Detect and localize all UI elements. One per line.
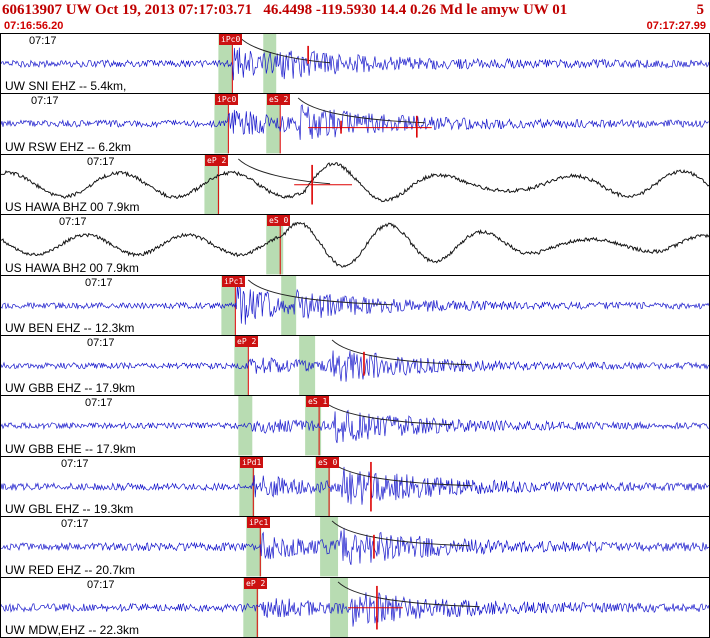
phase-window-band	[266, 215, 284, 275]
trace-time-label: 07:17	[31, 95, 59, 108]
seismogram-line	[1, 47, 709, 81]
phase-pick-label[interactable]: eS 1	[306, 396, 330, 408]
phase-pick-label[interactable]: eS 2	[267, 94, 291, 106]
trace-station-label: UW SNI EHZ -- 5.4km,	[5, 79, 127, 94]
seismogram-line	[1, 283, 709, 325]
waveform[interactable]	[1, 517, 709, 577]
window-start-time: 07:16:56.20	[4, 20, 64, 32]
phase-window-band	[299, 336, 316, 396]
phase-pick-label[interactable]: eP 2	[244, 577, 268, 589]
coda-decay-curve	[329, 460, 472, 487]
trace-row[interactable]: 07:17 UW GBL EHZ -- 19.3km iPd1 eS 0	[1, 455, 709, 517]
waveform[interactable]	[1, 456, 709, 517]
seismogram-line	[1, 528, 709, 566]
trace-station-label: UW GBL EHZ -- 19.3km	[5, 502, 134, 517]
trace-station-label: UW BEN EHZ -- 12.3km	[5, 321, 135, 336]
trace-row[interactable]: 07:17 UW BEN EHZ -- 12.3km iPc1	[1, 274, 709, 336]
waveform[interactable]	[1, 94, 709, 154]
phase-pick-label[interactable]: iPc1	[247, 517, 271, 529]
seismogram-line	[1, 350, 709, 382]
phase-pick-label[interactable]: eP 2	[205, 154, 229, 166]
waveform[interactable]	[1, 154, 709, 215]
trace-time-label: 07:17	[59, 216, 87, 229]
phase-pick-label[interactable]: iPd1	[240, 456, 264, 468]
waveform[interactable]	[1, 275, 709, 336]
event-header: 60613907 UW Oct 19, 2013 07:17:03.71 46.…	[0, 0, 710, 19]
phase-window-band	[263, 34, 277, 94]
coda-decay-curve	[297, 98, 425, 124]
trace-station-label: UW GBB EHZ -- 17.9km	[5, 381, 136, 396]
trace-row[interactable]: 07:17 US HAWA BH2 00 7.9km eS 0	[1, 214, 709, 275]
coda-decay-curve	[331, 339, 470, 366]
trace-row[interactable]: 07:17 UW MDW,EHZ -- 22.3km eP 2	[1, 576, 709, 638]
phase-pick-label[interactable]: iPc1	[222, 275, 246, 287]
phase-pick-label[interactable]: eS 0	[267, 215, 291, 227]
seismogram-line	[1, 466, 709, 505]
coda-decay-curve	[247, 279, 392, 305]
window-end-time: 07:17:27.99	[646, 20, 706, 32]
phase-pick-label[interactable]: iPc0	[219, 34, 243, 45]
trace-station-label: UW MDW,EHZ -- 22.3km	[5, 623, 139, 638]
phase-pick-label[interactable]: iPc0	[215, 94, 239, 106]
trace-time-label: 07:17	[87, 155, 115, 168]
trace-station-label: UW RSW EHZ -- 6.2km	[5, 139, 131, 154]
phase-window-band	[204, 154, 220, 215]
trace-time-label: 07:17	[87, 578, 115, 591]
trace-time-label: 07:17	[61, 518, 89, 531]
trace-station-label: UW GBB EHE -- 17.9km	[5, 441, 136, 456]
phase-window-band	[239, 456, 255, 517]
seismogram-line	[1, 222, 709, 268]
coda-decay-curve	[321, 400, 452, 426]
coda-decay-curve	[237, 158, 331, 185]
trace-row[interactable]: 07:17 UW GBB EHE -- 17.9km eS 1	[1, 395, 709, 456]
waveform[interactable]	[1, 34, 709, 94]
coda-decay-curve	[337, 581, 480, 607]
phase-window-band	[281, 275, 297, 336]
trace-station-label: US HAWA BHZ 00 7.9km	[5, 200, 140, 215]
seismogram-line	[1, 104, 709, 141]
phase-window-band	[330, 577, 349, 638]
trace-stack: 07:17 UW SNI EHZ -- 5.4km, iPc0 07:17 UW…	[0, 33, 710, 638]
waveform[interactable]	[1, 577, 709, 638]
trace-row[interactable]: 07:17 UW GBB EHZ -- 17.9km eP 2	[1, 335, 709, 396]
trace-station-label: US HAWA BH2 00 7.9km	[5, 260, 139, 275]
time-window-bar: 07:16:56.20 07:17:27.99	[0, 19, 710, 33]
phase-pick-label[interactable]: eP 2	[235, 336, 259, 348]
phase-pick-label[interactable]: eS 0	[316, 456, 340, 468]
waveform[interactable]	[1, 396, 709, 456]
trace-time-label: 07:17	[85, 276, 113, 289]
trace-time-label: 07:17	[61, 457, 89, 470]
coda-decay-curve	[331, 520, 470, 547]
seismogram-line	[1, 410, 709, 444]
phase-window-band	[305, 396, 322, 456]
event-flag: 5	[696, 1, 705, 18]
trace-station-label: UW RED EHZ -- 20.7km	[5, 562, 136, 577]
seismogram-line	[1, 161, 709, 203]
trace-time-label: 07:17	[87, 337, 115, 350]
phase-window-band	[214, 94, 229, 154]
trace-row[interactable]: 07:17 UW RED EHZ -- 20.7km iPc1	[1, 516, 709, 577]
trace-time-label: 07:17	[29, 35, 57, 47]
coda-decay-curve	[239, 37, 331, 64]
event-summary: 60613907 UW Oct 19, 2013 07:17:03.71 46.…	[2, 1, 568, 18]
trace-row[interactable]: 07:17 US HAWA BHZ 00 7.9km eP 2	[1, 153, 709, 215]
trace-row[interactable]: 07:17 UW SNI EHZ -- 5.4km, iPc0	[1, 34, 709, 94]
phase-window-band	[234, 336, 249, 396]
phase-window-band	[320, 517, 339, 577]
trace-time-label: 07:17	[85, 397, 113, 410]
trace-row[interactable]: 07:17 UW RSW EHZ -- 6.2km iPc0 eS 2	[1, 93, 709, 154]
seismogram-line	[1, 591, 709, 627]
